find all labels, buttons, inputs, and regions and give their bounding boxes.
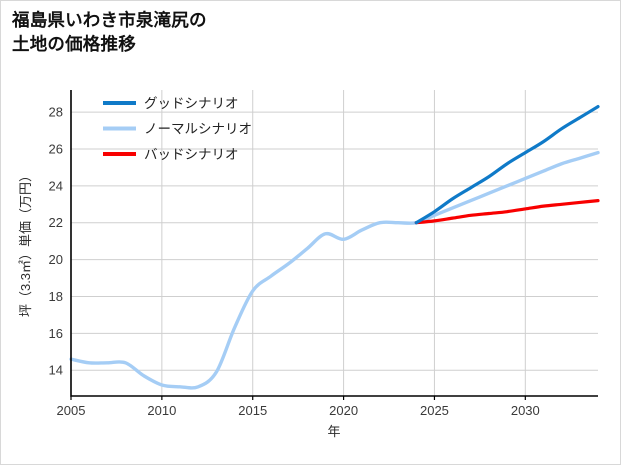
y-tick-label: 18	[49, 289, 63, 304]
chart-series-group	[69, 104, 600, 390]
x-axis-tick-labels: 2005 2010 2015 2020 2025 2030	[57, 396, 540, 418]
series-line-bad	[414, 199, 600, 225]
x-tick-label: 2015	[238, 403, 267, 418]
y-tick-label: 14	[49, 363, 63, 378]
y-tick-label: 16	[49, 326, 63, 341]
y-tick-label: 22	[49, 215, 63, 230]
series-line-good	[414, 104, 600, 225]
y-tick-label: 24	[49, 178, 63, 193]
x-tick-label: 2025	[420, 403, 449, 418]
legend-label: ノーマルシナリオ	[144, 122, 252, 137]
y-tick-label: 20	[49, 252, 63, 267]
x-tick-label: 2010	[147, 403, 176, 418]
x-tick-label: 2005	[57, 403, 86, 418]
x-tick-label: 2020	[329, 403, 358, 418]
legend-label: バッドシナリオ	[144, 147, 239, 162]
legend-label: グッドシナリオ	[144, 96, 239, 111]
page-title: 福島県いわき市泉滝尻の 土地の価格推移	[12, 10, 207, 55]
series-line-normal	[69, 150, 600, 390]
y-axis-tick-labels: 14 16 18 20 22 24 26 28	[49, 105, 63, 378]
y-tick-label: 28	[49, 105, 63, 120]
y-axis-title: 坪（3.3㎡）単価（万円）	[18, 169, 33, 317]
x-tick-label: 2030	[511, 403, 540, 418]
x-axis-title: 年	[327, 424, 340, 439]
y-tick-label: 26	[49, 141, 63, 156]
